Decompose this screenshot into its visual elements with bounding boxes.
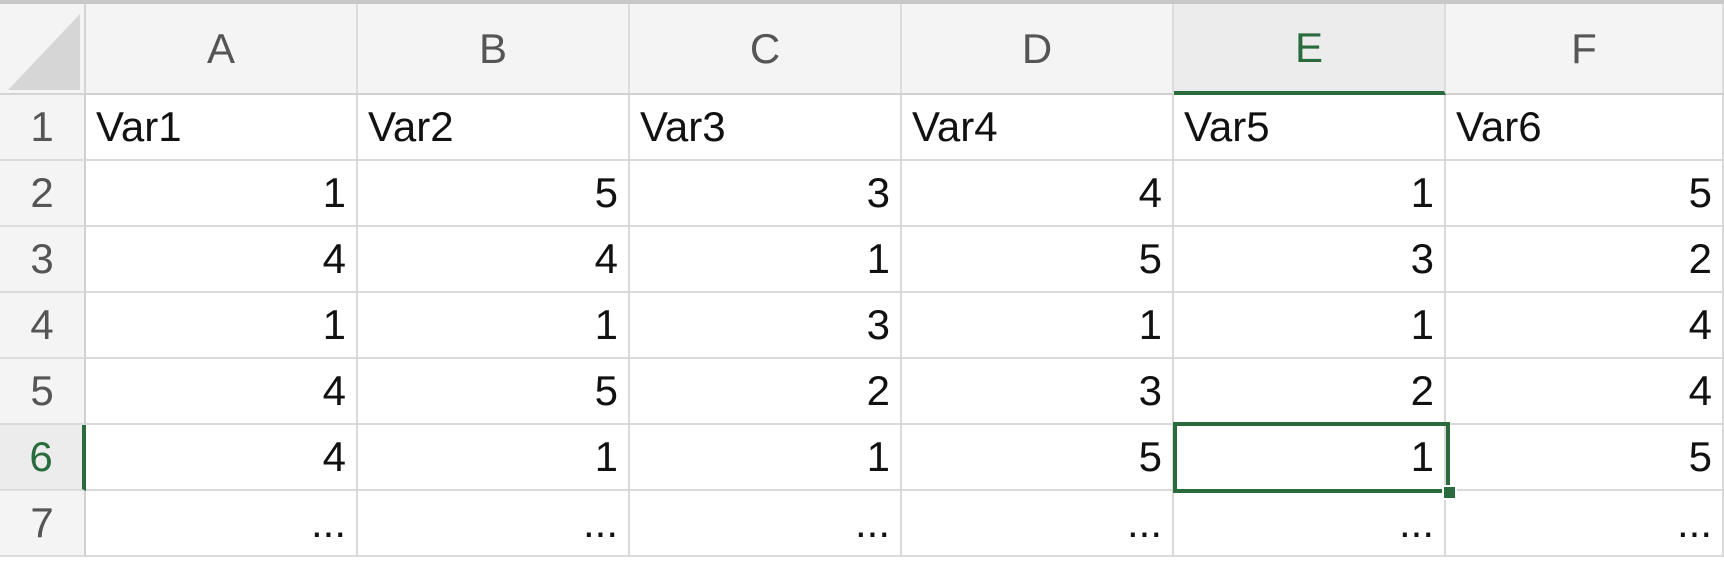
cell-e7[interactable]: ... xyxy=(1174,491,1446,557)
cell-a1[interactable]: Var1 xyxy=(86,95,358,161)
cell-d4[interactable]: 1 xyxy=(902,293,1174,359)
toolbar-divider xyxy=(0,0,1724,4)
cell-b6[interactable]: 1 xyxy=(358,425,630,491)
cell-d7[interactable]: ... xyxy=(902,491,1174,557)
cell-c3[interactable]: 1 xyxy=(630,227,902,293)
cell-f3[interactable]: 2 xyxy=(1446,227,1724,293)
cell-d5[interactable]: 3 xyxy=(902,359,1174,425)
cell-b7[interactable]: ... xyxy=(358,491,630,557)
column-header-c[interactable]: C xyxy=(630,4,902,95)
column-header-f[interactable]: F xyxy=(1446,4,1724,95)
row-header-5[interactable]: 5 xyxy=(0,359,86,425)
cell-a5[interactable]: 4 xyxy=(86,359,358,425)
cell-f7[interactable]: ... xyxy=(1446,491,1724,557)
select-all-triangle-icon xyxy=(8,14,80,90)
cell-b1[interactable]: Var2 xyxy=(358,95,630,161)
row-header-3[interactable]: 3 xyxy=(0,227,86,293)
cell-f4[interactable]: 4 xyxy=(1446,293,1724,359)
column-header-a[interactable]: A xyxy=(86,4,358,95)
cell-e4[interactable]: 1 xyxy=(1174,293,1446,359)
cell-f5[interactable]: 4 xyxy=(1446,359,1724,425)
cell-a7[interactable]: ... xyxy=(86,491,358,557)
cell-d2[interactable]: 4 xyxy=(902,161,1174,227)
cell-e2[interactable]: 1 xyxy=(1174,161,1446,227)
cell-c1[interactable]: Var3 xyxy=(630,95,902,161)
cell-b4[interactable]: 1 xyxy=(358,293,630,359)
row-header-1[interactable]: 1 xyxy=(0,95,86,161)
cell-b2[interactable]: 5 xyxy=(358,161,630,227)
cell-a6[interactable]: 4 xyxy=(86,425,358,491)
row-header-2[interactable]: 2 xyxy=(0,161,86,227)
select-all-button[interactable] xyxy=(0,4,86,95)
cell-d1[interactable]: Var4 xyxy=(902,95,1174,161)
cell-e3[interactable]: 3 xyxy=(1174,227,1446,293)
cell-e1[interactable]: Var5 xyxy=(1174,95,1446,161)
cell-a3[interactable]: 4 xyxy=(86,227,358,293)
cell-b3[interactable]: 4 xyxy=(358,227,630,293)
column-header-e[interactable]: E xyxy=(1174,4,1446,95)
cell-d3[interactable]: 5 xyxy=(902,227,1174,293)
row-header-4[interactable]: 4 xyxy=(0,293,86,359)
cell-c4[interactable]: 3 xyxy=(630,293,902,359)
column-header-b[interactable]: B xyxy=(358,4,630,95)
cell-e6[interactable]: 1 xyxy=(1174,425,1446,491)
cell-c6[interactable]: 1 xyxy=(630,425,902,491)
cell-c5[interactable]: 2 xyxy=(630,359,902,425)
cell-a4[interactable]: 1 xyxy=(86,293,358,359)
cell-f6[interactable]: 5 xyxy=(1446,425,1724,491)
fill-handle[interactable] xyxy=(1442,485,1457,500)
cell-a2[interactable]: 1 xyxy=(86,161,358,227)
cell-c2[interactable]: 3 xyxy=(630,161,902,227)
cell-e5[interactable]: 2 xyxy=(1174,359,1446,425)
cell-b5[interactable]: 5 xyxy=(358,359,630,425)
row-header-7[interactable]: 7 xyxy=(0,491,86,557)
cell-f1[interactable]: Var6 xyxy=(1446,95,1724,161)
row-header-6[interactable]: 6 xyxy=(0,425,86,491)
cell-c7[interactable]: ... xyxy=(630,491,902,557)
cell-d6[interactable]: 5 xyxy=(902,425,1174,491)
cell-f2[interactable]: 5 xyxy=(1446,161,1724,227)
column-header-d[interactable]: D xyxy=(902,4,1174,95)
